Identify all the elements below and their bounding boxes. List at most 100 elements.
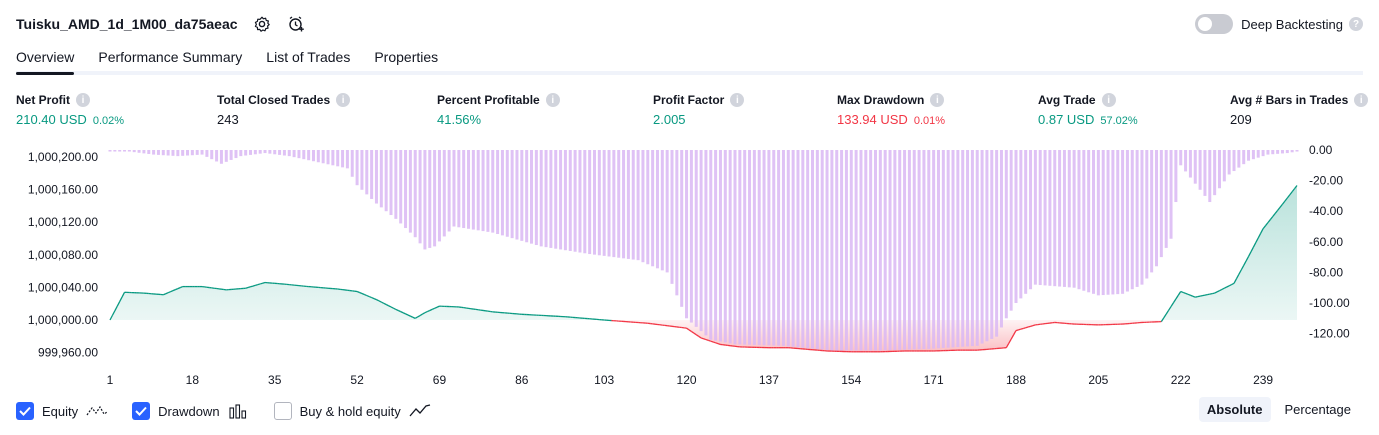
right-axis-tick-label: 0.00 [1309, 143, 1333, 157]
equity-line-segment [1209, 292, 1213, 295]
info-icon[interactable]: i [1354, 93, 1369, 107]
left-axis-tick-label: 1,000,080.00 [28, 248, 98, 262]
drawdown-bar [530, 150, 534, 244]
drawdown-bar [118, 150, 122, 152]
percentage-button[interactable]: Percentage [1284, 402, 1352, 417]
equity-line-segment [177, 287, 181, 290]
drawdown-bar [496, 150, 500, 234]
info-icon[interactable]: i [545, 93, 560, 107]
info-icon[interactable]: i [930, 93, 945, 107]
drawdown-bar [113, 150, 117, 152]
settings-gear-icon[interactable] [252, 14, 272, 34]
x-axis-tick-label: 35 [268, 373, 282, 387]
drawdown-bar [573, 150, 577, 252]
x-axis-tick-label: 69 [433, 373, 447, 387]
drawdown-bar [186, 150, 190, 156]
equity-line-segment [410, 315, 414, 318]
drawdown-bar [127, 150, 131, 152]
equity-line-segment [1279, 203, 1283, 208]
drawdown-bar [1247, 150, 1251, 161]
help-icon[interactable]: ? [1349, 17, 1363, 31]
info-icon[interactable]: i [1101, 93, 1116, 107]
equity-line-segment [255, 284, 258, 286]
equity-line-segment [170, 290, 174, 293]
checkbox-checked-icon [16, 402, 34, 420]
equity-line-segment [114, 305, 118, 312]
drawdown-bar [873, 150, 877, 351]
add-alert-clock-icon[interactable] [286, 14, 306, 34]
info-icon[interactable]: i [336, 93, 351, 107]
equity-line-segment [356, 290, 360, 294]
info-icon[interactable]: i [730, 93, 745, 107]
equity-line-segment [1262, 225, 1267, 230]
drawdown-bar [936, 150, 940, 349]
equity-line-segment [1010, 334, 1015, 340]
drawdown-bar [1154, 150, 1158, 267]
equity-line-segment [1207, 293, 1210, 296]
drawdown-bar [743, 150, 747, 345]
drawdown-bar [341, 150, 345, 168]
drawdown-bar [999, 150, 1003, 328]
drawdown-bar [1242, 150, 1246, 165]
equity-line-segment [715, 342, 719, 345]
absolute-button[interactable]: Absolute [1198, 397, 1271, 422]
drawdown-bar [1092, 150, 1096, 294]
drawdown-bar [956, 150, 960, 348]
drawdown-bar [389, 150, 393, 216]
equity-line-segment [708, 339, 711, 342]
equity-line-segment [172, 289, 176, 292]
equity-line-segment [119, 296, 123, 302]
drawdown-bar [268, 150, 272, 154]
drawdown-bar [878, 150, 882, 351]
x-axis-tick-label: 137 [759, 373, 779, 387]
equity-label: Equity [42, 403, 79, 419]
drawdown-bar [1266, 150, 1270, 155]
drawdown-bar [350, 150, 354, 177]
checkbox-unchecked-icon [273, 402, 292, 420]
metric-label: Profit Factor [653, 93, 725, 107]
drawdown-bar [825, 150, 829, 350]
drawdown-bar [1053, 150, 1057, 287]
metric-profit-factor: Profit Factor i 2.005 [653, 93, 745, 127]
drawdown-checkbox[interactable]: Drawdown [132, 402, 249, 420]
info-icon[interactable]: i [76, 93, 90, 107]
buy-hold-checkbox[interactable]: Buy & hold equity [273, 402, 431, 420]
drawdown-bar [234, 150, 238, 159]
equity-line-segment [1286, 194, 1291, 199]
equity-line-segment [1247, 251, 1252, 257]
equity-area-profit [110, 185, 1297, 320]
drawdown-bar [1150, 150, 1154, 273]
drawdown-bar [665, 150, 669, 273]
equity-line-segment [691, 330, 695, 334]
equity-checkbox[interactable]: Equity [16, 402, 108, 420]
equity-line-segment [376, 299, 380, 302]
metric-label: Avg Trade [1038, 93, 1096, 107]
drawdown-bar [471, 150, 475, 230]
drawdown-bar [772, 150, 776, 346]
equity-line-segment [378, 300, 382, 303]
equity-line-segment [1277, 206, 1281, 211]
drawdown-bar [718, 150, 722, 342]
equity-line-segment [1255, 237, 1259, 243]
tab-list-of-trades[interactable]: List of Trades [266, 49, 351, 65]
drawdown-bar [694, 150, 698, 327]
x-axis-tick-label: 18 [186, 373, 200, 387]
tab-properties[interactable]: Properties [374, 49, 439, 65]
drawdown-bar [379, 150, 383, 208]
deep-backtesting-label: Deep Backtesting [1241, 16, 1343, 32]
equity-line-segment [1032, 324, 1036, 327]
drawdown-bar [1188, 150, 1192, 178]
tab-overview[interactable]: Overview [16, 45, 75, 75]
drawdown-bar [631, 150, 635, 260]
drawdown-bar [748, 150, 752, 345]
tab-performance-summary[interactable]: Performance Summary [98, 49, 243, 65]
drawdown-bar [883, 150, 887, 351]
drawdown-bar [1145, 150, 1149, 279]
drawdown-bar [781, 150, 785, 346]
deep-backtesting-toggle[interactable] [1195, 14, 1234, 34]
drawdown-bar [423, 150, 427, 250]
drawdown-bar [854, 150, 858, 351]
drawdown-bar [142, 150, 146, 154]
equity-chart[interactable]: 1,000,200.00 1,000,160.00 1,000,120.00 1,00… [0, 138, 1379, 388]
drawdown-bar [1130, 150, 1134, 290]
